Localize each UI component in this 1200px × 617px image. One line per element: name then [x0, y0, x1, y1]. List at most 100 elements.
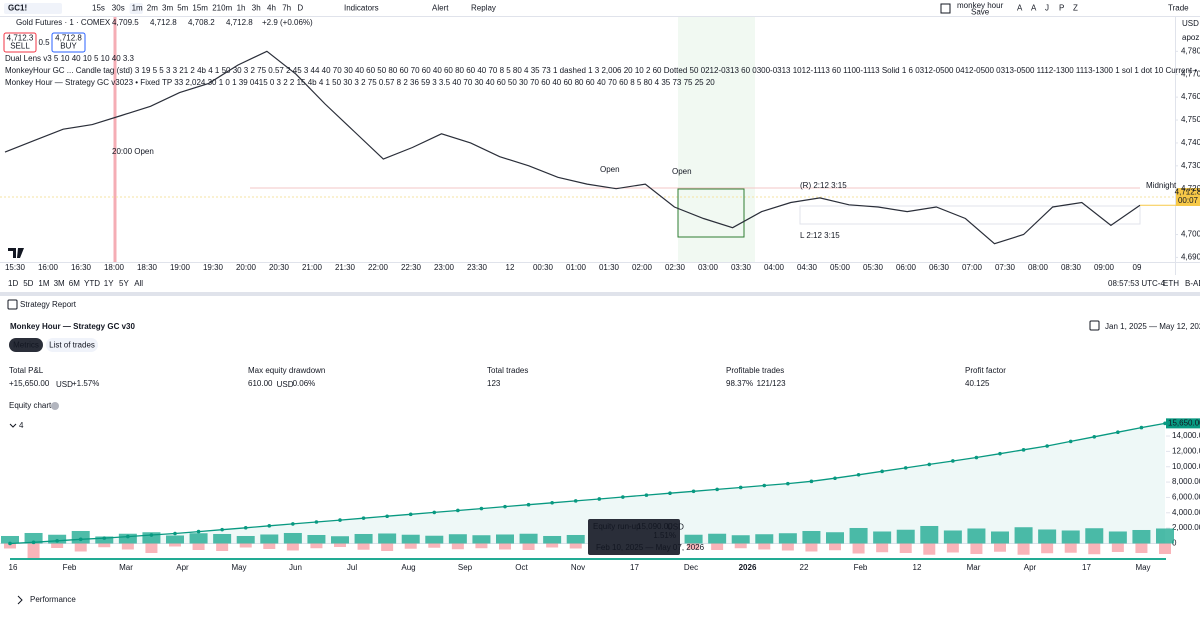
range-button[interactable]: YTD [84, 279, 100, 288]
alert-button[interactable]: Alert [432, 4, 449, 13]
tab[interactable] [46, 338, 98, 352]
annotation: Open [600, 165, 620, 174]
timeframe[interactable]: 1h [237, 4, 246, 13]
timeframe[interactable]: 15m [192, 4, 208, 13]
tooltip-unit: USD [667, 523, 684, 532]
drawdown-bar [310, 543, 323, 549]
equity-x-label: Dec [684, 563, 698, 572]
text-tool[interactable]: A [1017, 4, 1023, 13]
time-label: 20:00 [236, 263, 257, 272]
performance-section[interactable]: Performance [30, 595, 76, 604]
drawdown-bar [711, 543, 724, 550]
equity-point [1139, 425, 1144, 430]
range-button[interactable]: 6M [69, 279, 80, 288]
runup-bar [118, 533, 137, 544]
equity-point [55, 539, 59, 543]
equity-point [951, 459, 955, 463]
indicators-button[interactable]: Indicators [344, 4, 379, 13]
timeframe[interactable]: 3m [162, 4, 173, 13]
equity-x-label: Feb [854, 563, 868, 572]
timeframe[interactable]: 4h [267, 4, 276, 13]
annotation: Open [672, 167, 692, 176]
timeframe[interactable]: 210m [212, 4, 232, 13]
equity-point [833, 476, 837, 481]
text-tool[interactable]: P [1059, 4, 1064, 13]
equity-point [1045, 444, 1049, 448]
equity-point [338, 518, 342, 522]
equity-point [361, 516, 366, 520]
equity-point [1092, 434, 1097, 439]
metric-label: Total trades [487, 366, 528, 375]
timeframe[interactable]: D [297, 4, 303, 13]
price-tick-label: 4,760 [1181, 92, 1200, 101]
range-button[interactable]: 1M [38, 279, 49, 288]
content: GC1! 15s 30s 1m 2m 3m 5m 15m 210m 1h 3h 4h 7h D Indica… [0, 1, 1200, 604]
drawdown-bar [994, 543, 1006, 552]
equity-x-label: May [231, 563, 246, 572]
tab-label[interactable]: List of trades [49, 341, 95, 350]
replay-button[interactable]: Replay [471, 4, 496, 13]
runup-bar [425, 535, 444, 544]
clock: 08:57:53 UTC-4 [1108, 279, 1165, 288]
runup-bar [991, 531, 1009, 544]
equity-x-label: Aug [401, 563, 415, 572]
timeframe[interactable]: 3h [252, 4, 261, 13]
range-button[interactable]: 5Y [119, 279, 129, 288]
time-label: 02:00 [632, 263, 653, 272]
timeframe[interactable]: 1m [132, 4, 143, 13]
tab-active[interactable] [9, 338, 43, 352]
range-button[interactable]: All [134, 279, 143, 288]
time-label: 23:00 [434, 263, 455, 272]
time-label: 15:30 [5, 263, 26, 272]
trade-button[interactable]: Trade [1168, 4, 1189, 13]
buy-button[interactable] [51, 32, 86, 53]
drawdown-bar [923, 543, 936, 555]
equity-point [644, 493, 649, 497]
equity-point [621, 495, 625, 499]
drawing-toolbar[interactable] [799, 205, 1141, 225]
range-button[interactable]: 1D [8, 279, 18, 288]
equity-point [243, 525, 248, 530]
runup-bar [213, 533, 232, 544]
text-tool[interactable]: Z [1073, 4, 1078, 13]
price-tick-label: 4,770 [1181, 69, 1200, 78]
equity-point [903, 466, 908, 470]
drawdown-bar [1111, 543, 1124, 552]
equity-point [1021, 448, 1026, 452]
layout-status: Save [971, 8, 990, 17]
time-label: 05:00 [830, 263, 851, 272]
session: ETH [1163, 279, 1179, 288]
drawdown-bar [475, 543, 488, 549]
runup-bar [142, 532, 161, 544]
timeframe[interactable]: 2m [147, 4, 158, 13]
drawdown-bar [169, 543, 181, 547]
timeframe[interactable]: 15s [92, 4, 105, 13]
equity-point [432, 510, 437, 515]
drawdown-bar [27, 543, 40, 559]
chevron[interactable] [17, 595, 23, 605]
metric-unit: USD [56, 380, 73, 389]
equity-point [762, 483, 767, 488]
drawdown-bar [687, 543, 700, 550]
range-button[interactable]: 1Y [104, 279, 114, 288]
collapse[interactable] [9, 423, 17, 428]
timeframe[interactable]: 7h [282, 4, 291, 13]
time-label: 20:30 [269, 263, 290, 272]
timeframe[interactable]: 5m [177, 4, 188, 13]
text-tool[interactable]: J [1045, 4, 1049, 13]
equity-tick-label: 14,000.00 [1172, 431, 1200, 440]
tab-label[interactable]: Metrics [13, 341, 39, 350]
timeframe[interactable]: 30s [112, 4, 125, 13]
range-button[interactable]: 5D [23, 279, 33, 288]
equity-point [314, 520, 319, 524]
symbol-box[interactable] [4, 3, 62, 14]
text-tool[interactable]: A [1031, 4, 1037, 13]
sell-button[interactable] [3, 32, 37, 53]
symbol: GC1! [8, 4, 27, 13]
drawdown-bar [734, 543, 747, 549]
range-button[interactable]: 3M [54, 279, 65, 288]
runup-bar [778, 533, 797, 544]
runup-bar [378, 533, 397, 544]
drawdown-bar [51, 543, 64, 548]
